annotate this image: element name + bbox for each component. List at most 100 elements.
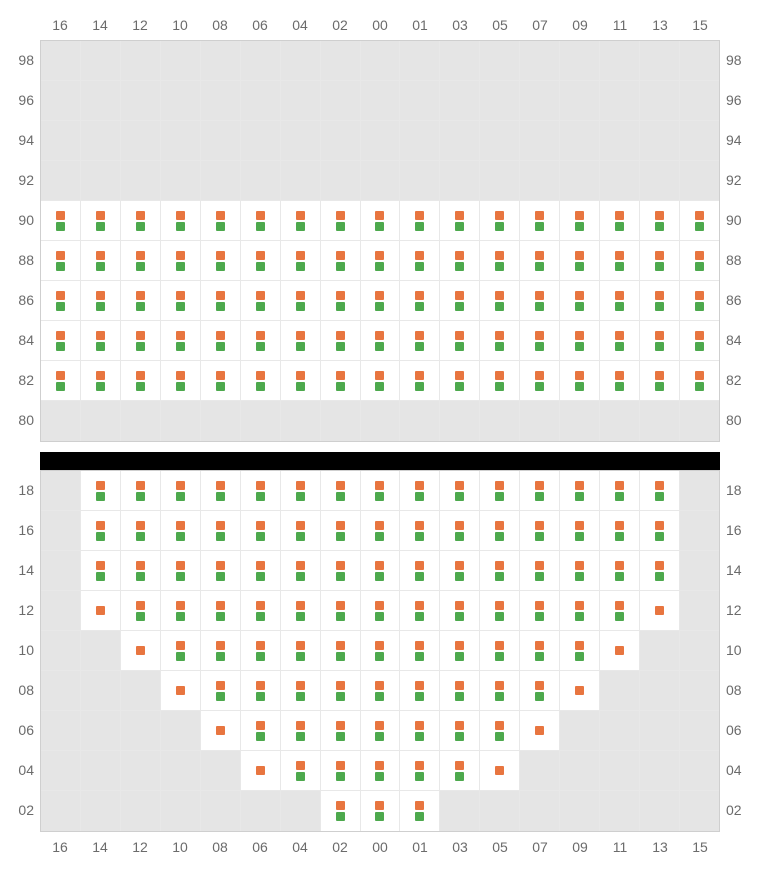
- seat-cell[interactable]: [560, 321, 600, 360]
- seat-cell[interactable]: [281, 711, 321, 750]
- seat-cell[interactable]: [640, 281, 680, 320]
- seat-cell[interactable]: [400, 321, 440, 360]
- seat-cell[interactable]: [161, 631, 201, 670]
- seat-cell[interactable]: [600, 471, 640, 510]
- seat-cell[interactable]: [201, 511, 241, 550]
- seat-cell[interactable]: [440, 281, 480, 320]
- seat-cell[interactable]: [81, 361, 121, 400]
- seat-cell[interactable]: [520, 241, 560, 280]
- seat-cell[interactable]: [201, 281, 241, 320]
- seat-cell[interactable]: [281, 281, 321, 320]
- seat-cell[interactable]: [81, 241, 121, 280]
- seat-cell[interactable]: [480, 591, 520, 630]
- seat-cell[interactable]: [321, 281, 361, 320]
- seat-cell[interactable]: [121, 591, 161, 630]
- seat-cell[interactable]: [361, 711, 401, 750]
- seat-cell[interactable]: [281, 361, 321, 400]
- seat-cell[interactable]: [680, 361, 719, 400]
- seat-cell[interactable]: [201, 591, 241, 630]
- seat-cell[interactable]: [361, 281, 401, 320]
- seat-cell[interactable]: [560, 201, 600, 240]
- seat-cell[interactable]: [281, 241, 321, 280]
- seat-cell[interactable]: [440, 551, 480, 590]
- seat-cell[interactable]: [361, 591, 401, 630]
- seat-cell[interactable]: [121, 321, 161, 360]
- seat-cell[interactable]: [361, 631, 401, 670]
- seat-cell[interactable]: [600, 591, 640, 630]
- seat-cell[interactable]: [41, 201, 81, 240]
- seat-cell[interactable]: [560, 471, 600, 510]
- seat-cell[interactable]: [560, 671, 600, 710]
- seat-cell[interactable]: [41, 281, 81, 320]
- seat-cell[interactable]: [520, 281, 560, 320]
- seat-cell[interactable]: [161, 551, 201, 590]
- seat-cell[interactable]: [600, 511, 640, 550]
- seat-cell[interactable]: [600, 631, 640, 670]
- seat-cell[interactable]: [241, 631, 281, 670]
- seat-cell[interactable]: [121, 511, 161, 550]
- seat-cell[interactable]: [121, 631, 161, 670]
- seat-cell[interactable]: [241, 711, 281, 750]
- seat-cell[interactable]: [480, 471, 520, 510]
- seat-cell[interactable]: [361, 551, 401, 590]
- seat-cell[interactable]: [520, 591, 560, 630]
- seat-cell[interactable]: [480, 711, 520, 750]
- seat-cell[interactable]: [121, 201, 161, 240]
- seat-cell[interactable]: [560, 591, 600, 630]
- seat-cell[interactable]: [480, 631, 520, 670]
- seat-cell[interactable]: [281, 591, 321, 630]
- seat-cell[interactable]: [41, 321, 81, 360]
- seat-cell[interactable]: [600, 321, 640, 360]
- seat-cell[interactable]: [520, 361, 560, 400]
- seat-cell[interactable]: [440, 471, 480, 510]
- seat-cell[interactable]: [480, 751, 520, 790]
- seat-cell[interactable]: [361, 241, 401, 280]
- seat-cell[interactable]: [281, 471, 321, 510]
- seat-cell[interactable]: [321, 591, 361, 630]
- seat-cell[interactable]: [281, 201, 321, 240]
- seat-cell[interactable]: [81, 551, 121, 590]
- seat-cell[interactable]: [480, 281, 520, 320]
- seat-cell[interactable]: [400, 201, 440, 240]
- seat-cell[interactable]: [361, 361, 401, 400]
- seat-cell[interactable]: [321, 751, 361, 790]
- seat-cell[interactable]: [81, 201, 121, 240]
- seat-cell[interactable]: [321, 321, 361, 360]
- seat-cell[interactable]: [600, 241, 640, 280]
- seat-cell[interactable]: [321, 671, 361, 710]
- seat-cell[interactable]: [161, 241, 201, 280]
- seat-cell[interactable]: [241, 671, 281, 710]
- seat-cell[interactable]: [81, 511, 121, 550]
- seat-cell[interactable]: [400, 471, 440, 510]
- seat-cell[interactable]: [480, 551, 520, 590]
- seat-cell[interactable]: [480, 241, 520, 280]
- seat-cell[interactable]: [640, 471, 680, 510]
- seat-cell[interactable]: [560, 551, 600, 590]
- seat-cell[interactable]: [121, 471, 161, 510]
- seat-cell[interactable]: [361, 201, 401, 240]
- seat-cell[interactable]: [400, 591, 440, 630]
- seat-cell[interactable]: [520, 711, 560, 750]
- seat-cell[interactable]: [400, 241, 440, 280]
- seat-cell[interactable]: [161, 201, 201, 240]
- seat-cell[interactable]: [640, 321, 680, 360]
- seat-cell[interactable]: [41, 361, 81, 400]
- seat-cell[interactable]: [121, 281, 161, 320]
- seat-cell[interactable]: [361, 471, 401, 510]
- seat-cell[interactable]: [520, 201, 560, 240]
- seat-cell[interactable]: [361, 511, 401, 550]
- seat-cell[interactable]: [400, 281, 440, 320]
- seat-cell[interactable]: [520, 631, 560, 670]
- seat-cell[interactable]: [321, 471, 361, 510]
- seat-cell[interactable]: [41, 241, 81, 280]
- seat-cell[interactable]: [121, 361, 161, 400]
- seat-cell[interactable]: [281, 321, 321, 360]
- seat-cell[interactable]: [600, 281, 640, 320]
- seat-cell[interactable]: [400, 361, 440, 400]
- seat-cell[interactable]: [201, 321, 241, 360]
- seat-cell[interactable]: [201, 361, 241, 400]
- seat-cell[interactable]: [400, 711, 440, 750]
- seat-cell[interactable]: [560, 241, 600, 280]
- seat-cell[interactable]: [201, 471, 241, 510]
- seat-cell[interactable]: [440, 511, 480, 550]
